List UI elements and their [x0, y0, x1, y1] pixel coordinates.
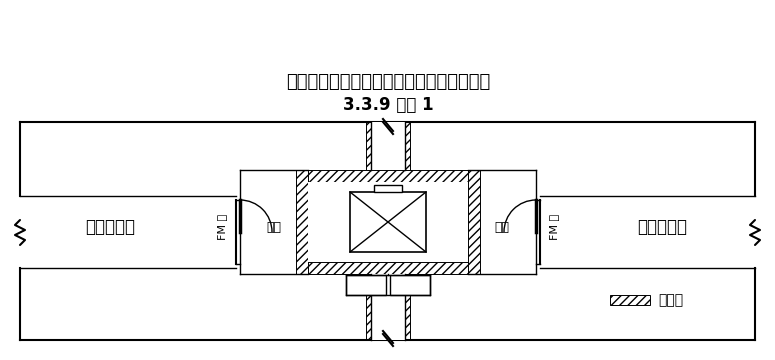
Bar [366, 122, 371, 170]
Text: FM 甲: FM 甲 [217, 214, 227, 240]
Bar [468, 170, 480, 274]
Bar [405, 122, 410, 170]
Bar [371, 122, 405, 170]
Bar [308, 170, 468, 182]
Bar [308, 182, 468, 262]
Bar [350, 192, 426, 252]
Bar [374, 185, 402, 192]
Text: 防火分区一: 防火分区一 [85, 218, 135, 236]
Text: 前室: 前室 [494, 220, 509, 234]
Bar [296, 170, 308, 274]
Bar [366, 274, 371, 340]
Bar [405, 274, 410, 340]
Text: 前室: 前室 [267, 220, 281, 234]
Bar [346, 275, 386, 295]
Text: 防火墙: 防火墙 [658, 293, 683, 307]
Text: 防火分区二: 防火分区二 [637, 218, 687, 236]
Text: FM 甲: FM 甲 [549, 214, 559, 240]
Bar [371, 274, 405, 340]
Text: 3.3.9 图示 1: 3.3.9 图示 1 [343, 96, 433, 114]
Text: 两个防火分区共用贯通门消防电梯示意图一: 两个防火分区共用贯通门消防电梯示意图一 [286, 73, 490, 91]
Bar [308, 262, 468, 274]
Bar [390, 275, 430, 295]
Bar [610, 295, 650, 305]
